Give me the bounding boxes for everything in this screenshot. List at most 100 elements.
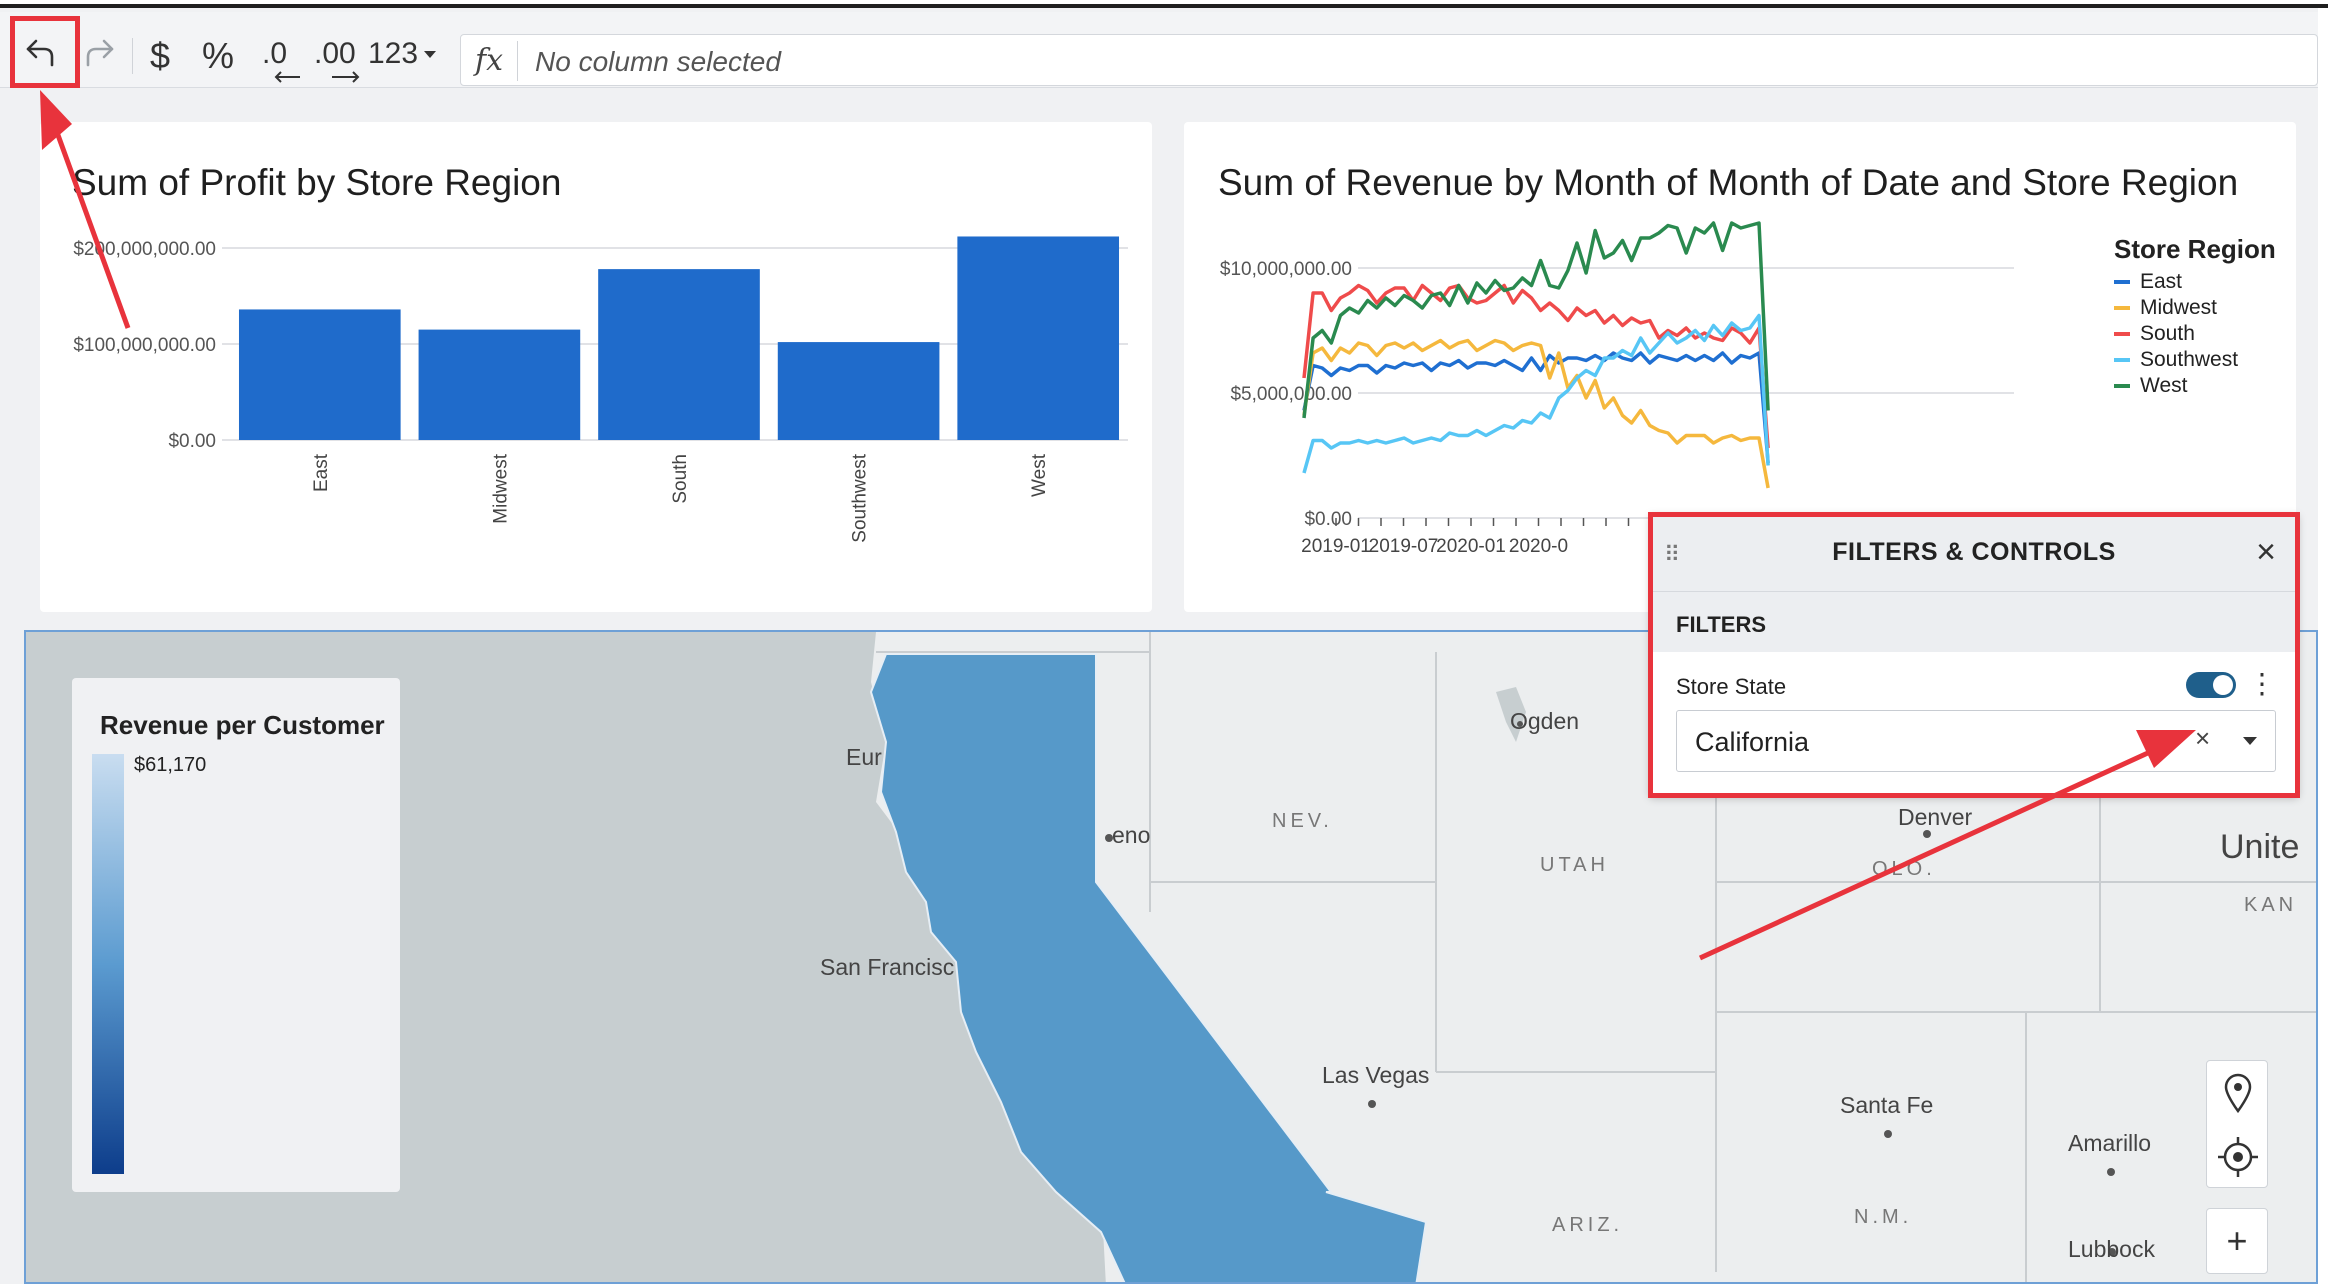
window-top-edge [0, 4, 2328, 8]
legend-item-southwest[interactable]: Southwest [2114, 348, 2238, 372]
legend-swatch [2114, 358, 2130, 362]
legend-swatch [2114, 332, 2130, 336]
bar-southwest [777, 342, 940, 440]
x-tick-label: 2019-07 [1369, 536, 1439, 557]
y-tick-label: $200,000,000.00 [73, 239, 216, 260]
map-label-kansas: KAN [2244, 894, 2298, 916]
map-label-san-francisco: San Francisc [820, 954, 955, 980]
undo-icon [26, 39, 54, 67]
redo-icon [86, 39, 114, 67]
chevron-down-icon[interactable] [2243, 737, 2257, 745]
map-label-amarillo: Amarillo [2068, 1130, 2152, 1156]
decrease-decimals-label: .0 [262, 37, 288, 70]
panel-header: ⠿ FILTERS & CONTROLS × [1650, 514, 2298, 592]
number-format-dropdown[interactable]: 123 [368, 34, 437, 74]
map-legend-title: Revenue per Customer [100, 710, 385, 740]
revenue-chart-title: Sum of Revenue by Month of Month of Date… [1218, 162, 2239, 203]
filter-enabled-toggle[interactable] [2186, 672, 2236, 698]
map-label-reno: eno [1112, 822, 1151, 848]
map-legend-max-value: $61,170 [134, 754, 207, 776]
number-format-label: 123 [368, 37, 419, 70]
formula-bar[interactable]: fx No column selected [460, 34, 2318, 86]
redo-button[interactable] [76, 30, 122, 74]
legend-swatch [2114, 384, 2130, 388]
filter-label: Store State [1676, 674, 1787, 699]
crosshair-icon [2218, 1137, 2258, 1177]
legend-item-south[interactable]: South [2114, 322, 2195, 346]
filters-section: FILTERS [1650, 592, 2298, 652]
x-tick-label: 2020-01 [1436, 536, 1506, 557]
formula-placeholder: No column selected [535, 46, 781, 77]
drop-pin-button[interactable] [2207, 1061, 2269, 1125]
map-pin-icon [2224, 1073, 2252, 1113]
series-line-southwest [1302, 313, 1770, 474]
map-label-utah: UTAH [1540, 854, 1609, 876]
locate-me-button[interactable] [2207, 1125, 2269, 1189]
y-tick-label: $0.00 [168, 431, 216, 452]
map-color-legend: Revenue per Customer $61,170 [72, 678, 400, 1192]
close-panel-button[interactable]: × [2256, 533, 2276, 571]
profit-bar-chart: $0.00 $100,000,000.00 $200,000,000.00 East M… [73, 236, 1128, 543]
legend-title: Store Region [2114, 234, 2276, 264]
bar-east [238, 309, 401, 440]
legend-item-west[interactable]: West [2114, 374, 2187, 398]
map-label-colorado: OLO. [1872, 858, 1936, 880]
legend-swatch [2114, 280, 2130, 284]
percent-format-button[interactable]: % [202, 35, 235, 76]
legend-item-east[interactable]: East [2114, 270, 2182, 294]
map-label-united-states: Unite [2220, 828, 2300, 866]
map-label-arizona: ARIZ. [1552, 1214, 1624, 1236]
fx-icon: fx [475, 43, 504, 78]
y-tick-label: $0.00 [1304, 509, 1352, 530]
legend-swatch [2114, 306, 2130, 310]
legend-label: South [2140, 322, 2195, 345]
currency-format-button[interactable]: $ [150, 35, 171, 76]
filter-menu-button[interactable]: ⋮ [2248, 668, 2276, 699]
zoom-in-button[interactable]: + [2206, 1208, 2268, 1274]
y-tick-label: $100,000,000.00 [73, 335, 216, 356]
toggle-knob [2213, 675, 2233, 695]
decrease-decimals-button[interactable]: .0 [262, 34, 300, 83]
drag-handle-icon[interactable]: ⠿ [1664, 542, 1681, 567]
map-label-ogden: Ogden [1510, 708, 1580, 734]
series-line-west [1302, 221, 1770, 419]
bar-west [957, 236, 1120, 440]
arrow-right-icon [332, 71, 360, 83]
map-label-las-vegas: Las Vegas [1322, 1062, 1430, 1088]
map-legend-gradient [92, 754, 124, 1174]
profit-chart-card[interactable]: Sum of Profit by Store Region $0.00 $100,… [40, 122, 1152, 612]
chevron-down-icon [424, 50, 437, 58]
x-tick-label: Southwest [850, 453, 871, 542]
map-label-lubbock: Lubbock [2068, 1236, 2155, 1262]
formatting-toolbar: $ % .0 .00 123 fx No column selected [0, 12, 2318, 88]
x-tick-label: 2020-0 [1509, 536, 1568, 557]
formula-separator [517, 41, 518, 81]
y-tick-label: $10,000,000.00 [1220, 259, 1352, 280]
legend-label: Southwest [2140, 348, 2239, 371]
series-line-east [1302, 351, 1770, 464]
store-state-select[interactable]: California × [1676, 710, 2276, 772]
undo-button[interactable] [18, 30, 64, 74]
filters-controls-panel: ⠿ FILTERS & CONTROLS × FILTERS Store Sta… [1650, 514, 2298, 796]
selected-value: California [1695, 727, 1810, 757]
clear-selection-button[interactable]: × [2195, 723, 2211, 753]
profit-chart-title: Sum of Profit by Store Region [72, 162, 562, 203]
increase-decimals-label: .00 [314, 37, 356, 70]
x-tick-label: East [311, 453, 332, 492]
x-tick-label: West [1029, 453, 1050, 497]
map-label-nevada: NEV. [1272, 810, 1333, 832]
panel-title: FILTERS & CONTROLS [1832, 538, 2116, 566]
x-tick-label: Midwest [490, 453, 511, 523]
filters-section-title: FILTERS [1676, 612, 1767, 637]
toolbar-separator [132, 38, 133, 74]
legend-label: Midwest [2140, 296, 2218, 319]
map-label-santa-fe: Santa Fe [1840, 1092, 1934, 1118]
bar-midwest [418, 329, 581, 440]
increase-decimals-button[interactable]: .00 [314, 34, 360, 83]
right-edge [2318, 8, 2328, 1284]
legend-item-midwest[interactable]: Midwest [2114, 296, 2217, 320]
map-location-controls [2206, 1060, 2268, 1188]
x-tick-label: 2019-01 [1301, 536, 1371, 557]
arrow-left-icon [274, 71, 300, 83]
map-label-new-mexico: N.M. [1854, 1206, 1913, 1228]
